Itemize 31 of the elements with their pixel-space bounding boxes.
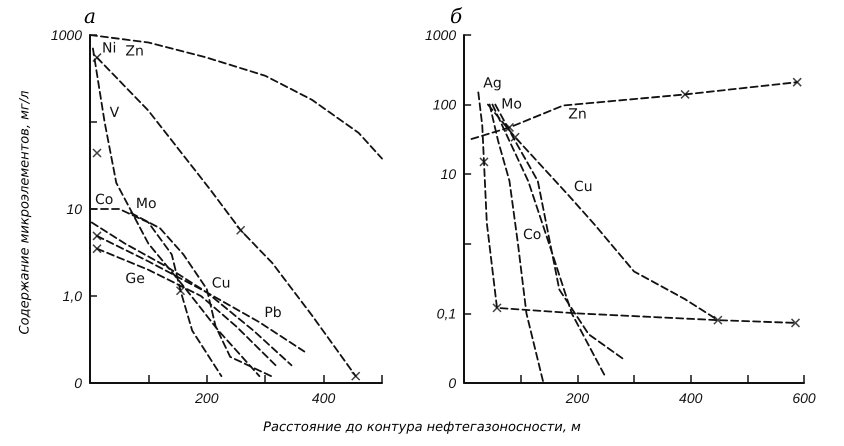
y-axis-title: Содержание микроэлементов, мг/л	[18, 90, 32, 336]
series-label: V	[110, 105, 120, 121]
series-label: Co	[95, 192, 114, 208]
series-label: Mo	[136, 196, 157, 212]
y-tick-label: 10	[440, 166, 456, 182]
chart-title: а	[84, 4, 96, 28]
series-label: Ag	[483, 75, 502, 92]
y-tick-label: 10	[66, 201, 82, 217]
series-label: Ge	[125, 270, 145, 287]
y-tick-label: 1000	[50, 27, 82, 43]
series-label: Co	[522, 226, 542, 243]
series-label: Cu	[212, 275, 230, 292]
x-tick-label: 400	[312, 390, 336, 406]
series-label: Zn	[568, 106, 587, 123]
series-label: Cu	[574, 178, 593, 195]
x-tick-label: 400	[679, 390, 703, 406]
series-label: Mo	[501, 96, 522, 113]
x-tick-label: 600	[792, 390, 816, 406]
chart-title: б	[450, 4, 462, 28]
x-tick-label: 200	[564, 390, 590, 406]
series-label: Ni	[102, 40, 116, 57]
y-tick-label: 1000	[424, 27, 456, 43]
y-tick-label: 1,0	[62, 288, 82, 304]
x-tick-label: 200	[194, 390, 219, 406]
y-tick-label: 0	[448, 375, 456, 391]
x-axis-title: Расстояние до контура нефтегазоносности, м	[262, 420, 582, 435]
series-label: Pb	[264, 305, 282, 322]
series-label: Zn	[125, 44, 144, 60]
y-tick-label: 0,1	[436, 305, 456, 322]
y-tick-label: 0	[74, 375, 82, 391]
y-tick-label: 100	[432, 96, 456, 113]
